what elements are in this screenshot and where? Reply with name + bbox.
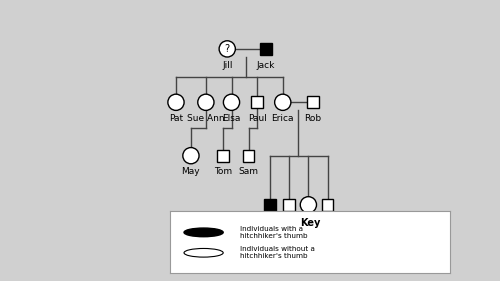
Text: Individuals with a
hitchhiker's thumb: Individuals with a hitchhiker's thumb [240,226,308,239]
Circle shape [224,94,240,110]
Circle shape [300,197,316,213]
Text: Jill: Jill [222,61,232,70]
FancyBboxPatch shape [217,150,229,162]
FancyBboxPatch shape [252,96,263,108]
Text: Individuals without a
hitchhiker's thumb: Individuals without a hitchhiker's thumb [240,246,315,259]
Text: May: May [182,167,200,176]
FancyBboxPatch shape [260,43,272,55]
FancyBboxPatch shape [242,150,254,162]
FancyBboxPatch shape [307,96,318,108]
Circle shape [198,94,214,110]
FancyBboxPatch shape [264,199,276,211]
Circle shape [183,148,199,164]
Text: Key: Key [300,218,320,228]
Text: Louis: Louis [316,217,340,226]
Text: Jim: Jim [263,217,277,226]
Text: Paul: Paul [248,114,266,123]
Circle shape [274,94,291,110]
Text: Rob: Rob [304,114,321,123]
Circle shape [184,248,223,257]
Text: Erica: Erica [272,114,294,123]
Circle shape [184,228,223,237]
Circle shape [168,94,184,110]
Text: Sue Ann: Sue Ann [187,114,224,123]
FancyBboxPatch shape [322,199,334,211]
Circle shape [219,41,236,57]
Text: Tom: Tom [214,167,232,176]
Text: Dan: Dan [280,217,298,226]
Text: Pat: Pat [169,114,183,123]
FancyBboxPatch shape [284,199,295,211]
Text: Elsa: Elsa [222,114,240,123]
Text: Liz: Liz [302,217,314,226]
Text: Jack: Jack [256,61,275,70]
Text: ?: ? [224,44,230,54]
Text: Sam: Sam [238,167,258,176]
